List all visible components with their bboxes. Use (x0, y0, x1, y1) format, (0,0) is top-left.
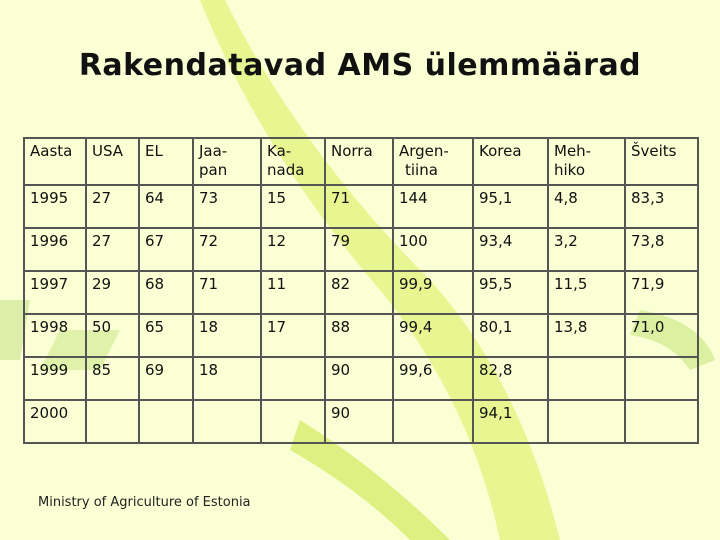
value-cell: 99,9 (392, 270, 474, 315)
column-header: EL (138, 137, 194, 186)
column-header-label: Šveits (631, 142, 677, 160)
value-cell: 79 (324, 227, 394, 272)
value-cell: 4,8 (547, 184, 626, 229)
value-cell: 90 (324, 356, 394, 401)
value-cell: 72 (192, 227, 262, 272)
value-cell: 29 (85, 270, 140, 315)
value-cell: 71 (324, 184, 394, 229)
table-row: 1996 27 67 72 12 79 100 93,4 3,2 73,8 (23, 227, 699, 272)
value-cell: 69 (138, 356, 194, 401)
value-cell: 99,6 (392, 356, 474, 401)
column-header: Šveits (624, 137, 699, 186)
value-cell: 50 (85, 313, 140, 358)
column-header-label: pan (199, 161, 228, 179)
table-body: 1995 27 64 73 15 71 144 95,1 4,8 83,3 1996 27 67 72 12… (23, 184, 699, 444)
value-cell: 71,9 (624, 270, 699, 315)
column-header-label: Meh- (554, 142, 592, 160)
column-header-label: EL (145, 142, 163, 160)
value-cell: 27 (85, 227, 140, 272)
value-cell: 71 (192, 270, 262, 315)
value-cell: 73,8 (624, 227, 699, 272)
year-cell: 2000 (23, 399, 87, 444)
table-row: 2000 90 94,1 (23, 399, 699, 444)
value-cell (624, 399, 699, 444)
page-title: Rakendatavad AMS ülemmäärad (78, 48, 642, 83)
value-cell: 144 (392, 184, 474, 229)
value-cell: 11 (260, 270, 326, 315)
value-cell (85, 399, 140, 444)
value-cell: 73 (192, 184, 262, 229)
column-header: Norra (324, 137, 394, 186)
table-row: 1999 85 69 18 90 99,6 82,8 (23, 356, 699, 401)
year-cell: 1999 (23, 356, 87, 401)
year-cell: 1996 (23, 227, 87, 272)
column-header: Aasta (23, 137, 87, 186)
value-cell (624, 356, 699, 401)
column-header-label: Ka- (267, 142, 292, 160)
column-header: Argen-tiina (392, 137, 474, 186)
value-cell: 80,1 (472, 313, 549, 358)
table-header-row: Aasta USA EL Jaa-pan Ka-nada Norra Argen-tiina… (23, 137, 699, 186)
value-cell: 3,2 (547, 227, 626, 272)
year-cell: 1995 (23, 184, 87, 229)
value-cell: 71,0 (624, 313, 699, 358)
value-cell: 88 (324, 313, 394, 358)
value-cell: 95,1 (472, 184, 549, 229)
column-header-label: Norra (331, 142, 373, 160)
value-cell: 94,1 (472, 399, 549, 444)
column-header: Jaa-pan (192, 137, 262, 186)
value-cell (392, 399, 474, 444)
value-cell (547, 399, 626, 444)
value-cell: 85 (85, 356, 140, 401)
value-cell (192, 399, 262, 444)
value-cell: 93,4 (472, 227, 549, 272)
value-cell: 17 (260, 313, 326, 358)
year-cell: 1998 (23, 313, 87, 358)
value-cell (138, 399, 194, 444)
column-header: Korea (472, 137, 549, 186)
value-cell: 18 (192, 313, 262, 358)
column-header-label: USA (92, 142, 124, 160)
column-header-label: Argen- (399, 142, 449, 160)
value-cell: 99,4 (392, 313, 474, 358)
value-cell: 27 (85, 184, 140, 229)
value-cell: 13,8 (547, 313, 626, 358)
table-row: 1995 27 64 73 15 71 144 95,1 4,8 83,3 (23, 184, 699, 229)
table-row: 1998 50 65 18 17 88 99,4 80,1 13,8 71,0 (23, 313, 699, 358)
value-cell: 12 (260, 227, 326, 272)
value-cell: 100 (392, 227, 474, 272)
column-header: Ka-nada (260, 137, 326, 186)
column-header-label: Jaa- (199, 142, 228, 160)
column-header: USA (85, 137, 140, 186)
column-header: Meh-hiko (547, 137, 626, 186)
value-cell (547, 356, 626, 401)
column-header-label: nada (267, 161, 305, 179)
value-cell: 95,5 (472, 270, 549, 315)
value-cell: 68 (138, 270, 194, 315)
value-cell: 67 (138, 227, 194, 272)
value-cell: 64 (138, 184, 194, 229)
value-cell (260, 356, 326, 401)
value-cell (260, 399, 326, 444)
value-cell: 18 (192, 356, 262, 401)
value-cell: 65 (138, 313, 194, 358)
value-cell: 82 (324, 270, 394, 315)
value-cell: 11,5 (547, 270, 626, 315)
ministry-footer: Ministry of Agriculture of Estonia (38, 495, 251, 510)
column-header-label: hiko (554, 161, 586, 179)
value-cell: 82,8 (472, 356, 549, 401)
ams-limits-table: Aasta USA EL Jaa-pan Ka-nada Norra Argen-tiina… (23, 137, 699, 444)
column-header-label: tiina (405, 161, 438, 179)
value-cell: 90 (324, 399, 394, 444)
value-cell: 15 (260, 184, 326, 229)
value-cell: 83,3 (624, 184, 699, 229)
column-header-label: Korea (479, 142, 522, 160)
table-row: 1997 29 68 71 11 82 99,9 95,5 11,5 71,9 (23, 270, 699, 315)
column-header-label: Aasta (30, 142, 73, 160)
year-cell: 1997 (23, 270, 87, 315)
